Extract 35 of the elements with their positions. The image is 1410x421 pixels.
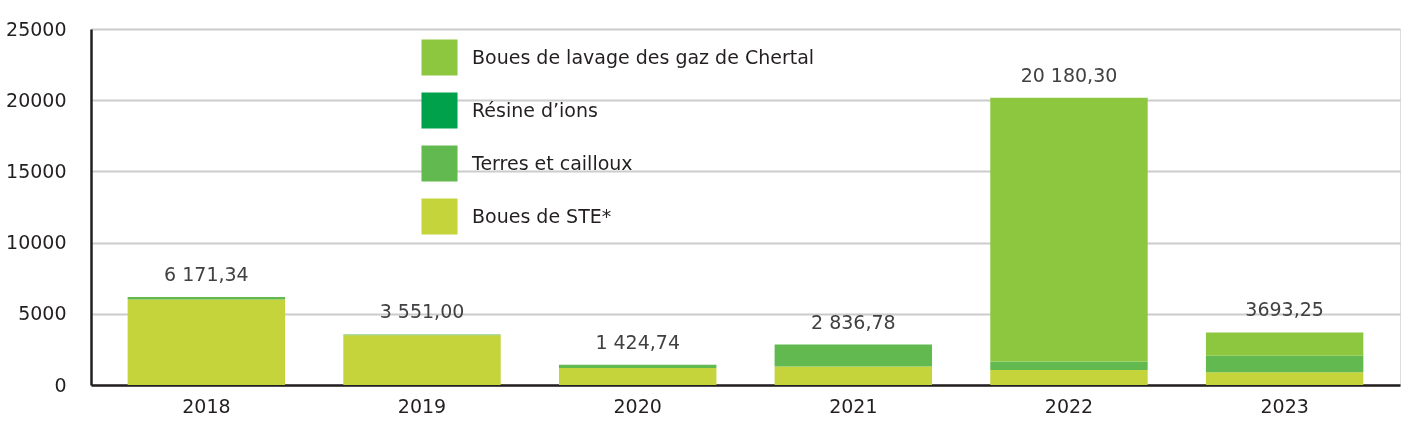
legend-label: Résine d’ions xyxy=(472,98,598,121)
bar xyxy=(127,297,286,300)
y-tick-label: 25000 xyxy=(6,17,67,40)
total-label: 3693,25 xyxy=(1245,298,1324,321)
legend-label: Terres et cailloux xyxy=(471,151,633,174)
bar xyxy=(558,364,717,368)
bar xyxy=(990,97,1148,362)
bar xyxy=(990,370,1148,385)
bar xyxy=(774,366,933,385)
total-label: 2 836,78 xyxy=(811,310,896,333)
x-tick-label: 2021 xyxy=(829,394,878,417)
bar xyxy=(1205,372,1364,385)
y-tick-label: 15000 xyxy=(6,159,67,182)
total-label: 6 171,34 xyxy=(164,263,249,286)
legend-label: Boues de STE* xyxy=(472,204,612,227)
x-tick-label: 2020 xyxy=(613,394,662,417)
x-tick-label: 2019 xyxy=(397,394,447,417)
bar xyxy=(558,367,717,385)
bar xyxy=(774,344,933,367)
bar xyxy=(1205,355,1364,373)
x-tick-label: 2023 xyxy=(1260,394,1309,417)
y-tick-label: 0 xyxy=(54,373,67,396)
total-label: 3 551,00 xyxy=(379,300,465,323)
bar xyxy=(990,361,1148,371)
bar xyxy=(127,299,286,385)
total-label: 1 424,74 xyxy=(595,330,680,353)
y-tick-label: 10000 xyxy=(6,231,67,254)
x-tick-label: 2018 xyxy=(182,394,231,417)
legend-label: Boues de lavage des gaz de Chertal xyxy=(472,45,815,68)
x-tick-label: 2022 xyxy=(1044,394,1094,417)
total-label: 20 180,30 xyxy=(1020,63,1118,86)
y-tick-label: 5000 xyxy=(18,302,67,325)
bar xyxy=(1205,332,1364,356)
y-tick-label: 20000 xyxy=(6,88,67,111)
bar xyxy=(343,335,501,385)
